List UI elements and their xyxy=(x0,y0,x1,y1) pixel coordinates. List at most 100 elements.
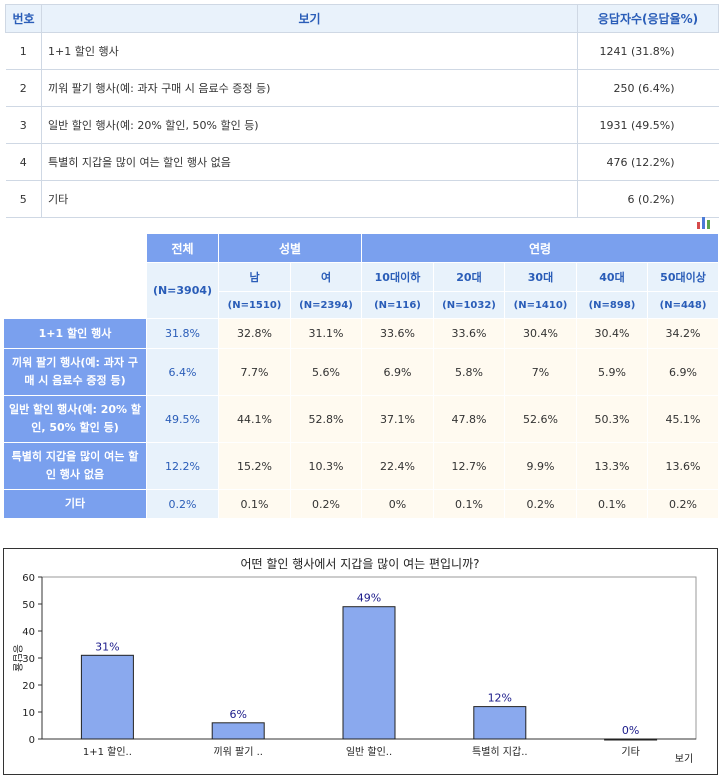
crosstab-value-cell: 22.4% xyxy=(361,442,434,490)
summary-row-number: 1 xyxy=(5,32,42,70)
crosstab-value-cell: 32.8% xyxy=(218,318,291,349)
bar xyxy=(211,722,265,740)
crosstab-row: 기타 0.2% 0.1% 0.2% 0% 0.1% 0.2% 0.1% 0.2% xyxy=(3,489,720,519)
crosstab-value-cell: 0.2% xyxy=(646,489,720,519)
crosstab-column-n: (N=2394) xyxy=(290,291,362,319)
summary-row-option: 1+1 할인 행사 xyxy=(41,32,578,70)
summary-row-number: 2 xyxy=(5,69,42,107)
x-axis-label: 보기 xyxy=(675,753,693,765)
summary-row-number: 5 xyxy=(5,180,42,218)
header-number: 번호 xyxy=(5,4,42,33)
crosstab-container: 전체 성별 연령 (N=3904) 남 여 10대이하 20대 30대 40대 50대이상 … xyxy=(3,233,720,519)
crosstab-value-cell: 37.1% xyxy=(361,395,434,443)
crosstab-table: 전체 성별 연령 (N=3904) 남 여 10대이하 20대 30대 40대 50대이상 … xyxy=(3,233,720,519)
y-tick-label: 20 xyxy=(22,681,35,692)
crosstab-value-cell: 44.1% xyxy=(218,395,291,443)
crosstab-row: 특별히 지갑을 많이 여는 할인 행사 없음 12.2% 15.2% 10.3% 22.… xyxy=(3,442,720,490)
header-option: 보기 xyxy=(41,4,578,33)
crosstab-value-cell: 5.9% xyxy=(576,348,648,396)
summary-row: 3 일반 할인 행사(예: 20% 할인, 50% 할인 등) 1931 (49.5… xyxy=(5,106,719,144)
y-tick-label: 0 xyxy=(29,735,35,746)
summary-header-row: 번호 보기 응답자수(응답율%) xyxy=(5,4,719,33)
crosstab-group-gender: 성별 xyxy=(218,233,362,263)
bar-chart-icon[interactable] xyxy=(697,217,711,229)
crosstab-value-cell: 34.2% xyxy=(646,318,720,349)
bar xyxy=(604,738,658,741)
summary-row-count: 1931 (49.5%) xyxy=(577,106,719,144)
bar xyxy=(473,706,527,740)
crosstab-value-cell: 5.6% xyxy=(290,348,362,396)
crosstab-value-cell: 10.3% xyxy=(290,442,362,490)
x-tick-label: 끼워 팔기 .. xyxy=(213,745,263,758)
crosstab-column-label: 10대이하 xyxy=(361,262,434,292)
y-tick-label: 50 xyxy=(22,600,35,611)
header-count: 응답자수(응답율%) xyxy=(577,4,719,33)
summary-row-option: 끼워 팔기 행사(예: 과자 구매 시 음료수 증정 등) xyxy=(41,69,578,107)
crosstab-column-n: (N=898) xyxy=(576,291,648,319)
bar-chart: 어떤 할인 행사에서 지갑을 많이 여는 편입니까? 0 10 20 30 40 50 60 응… xyxy=(11,556,697,765)
bar-data-label: 31% xyxy=(95,640,119,653)
y-tick-label: 40 xyxy=(22,627,35,638)
summary-row-count: 476 (12.2%) xyxy=(577,143,719,181)
crosstab-total-n: (N=3904) xyxy=(146,262,219,319)
bar-data-label: 49% xyxy=(357,592,381,605)
crosstab-total-cell: 12.2% xyxy=(146,442,219,490)
summary-row-count: 6 (0.2%) xyxy=(577,180,719,218)
crosstab-value-cell: 31.1% xyxy=(290,318,362,349)
crosstab-value-cell: 15.2% xyxy=(218,442,291,490)
crosstab-corner xyxy=(3,233,147,319)
summary-table: 번호 보기 응답자수(응답율%) 1 1+1 할인 행사 1241 (31.8%) 2… xyxy=(5,4,719,218)
crosstab-value-cell: 0.2% xyxy=(504,489,577,519)
crosstab-column-label: 30대 xyxy=(504,262,577,292)
crosstab-value-cell: 30.4% xyxy=(504,318,577,349)
bar xyxy=(342,606,396,740)
crosstab-value-cell: 7.7% xyxy=(218,348,291,396)
crosstab-column-label: 40대 xyxy=(576,262,648,292)
x-tick-label: 특별히 지갑.. xyxy=(472,746,528,758)
crosstab-value-cell: 52.6% xyxy=(504,395,577,443)
crosstab-row-label: 기타 xyxy=(3,489,147,519)
bar-data-label: 6% xyxy=(229,708,246,721)
y-tick-label: 10 xyxy=(22,708,35,719)
crosstab-value-cell: 30.4% xyxy=(576,318,648,349)
crosstab-column-n: (N=448) xyxy=(646,291,720,319)
crosstab-total-cell: 31.8% xyxy=(146,318,219,349)
crosstab-value-cell: 0.1% xyxy=(218,489,291,519)
x-tick-label: 1+1 할인.. xyxy=(83,746,132,758)
crosstab-row: 일반 할인 행사(예: 20% 할인, 50% 할인 등) 49.5% 44.1% 5… xyxy=(3,395,720,443)
crosstab-row: 끼워 팔기 행사(예: 과자 구매 시 음료수 증정 등) 6.4% 7.7% 5.6… xyxy=(3,348,720,396)
crosstab-column-label: 여 xyxy=(290,262,362,292)
crosstab-row-label: 끼워 팔기 행사(예: 과자 구매 시 음료수 증정 등) xyxy=(3,348,147,396)
crosstab-column-label: 50대이상 xyxy=(646,262,720,292)
crosstab-value-cell: 5.8% xyxy=(433,348,505,396)
crosstab-value-cell: 0.1% xyxy=(433,489,505,519)
chart-title: 어떤 할인 행사에서 지갑을 많이 여는 편입니까? xyxy=(240,556,479,571)
crosstab-value-cell: 7% xyxy=(504,348,577,396)
crosstab-value-cell: 13.6% xyxy=(646,442,720,490)
crosstab-value-cell: 50.3% xyxy=(576,395,648,443)
crosstab-row-label: 1+1 할인 행사 xyxy=(3,318,147,349)
crosstab-group-age: 연령 xyxy=(360,233,720,263)
crosstab-value-cell: 45.1% xyxy=(646,395,720,443)
crosstab-value-cell: 0% xyxy=(361,489,434,519)
summary-row-option: 일반 할인 행사(예: 20% 할인, 50% 할인 등) xyxy=(41,106,578,144)
summary-row: 2 끼워 팔기 행사(예: 과자 구매 시 음료수 증정 등) 250 (6.4%) xyxy=(5,69,719,107)
crosstab-total-cell: 0.2% xyxy=(146,489,219,519)
crosstab-value-cell: 9.9% xyxy=(504,442,577,490)
crosstab-value-cell: 47.8% xyxy=(433,395,505,443)
bar-data-label: 0% xyxy=(622,724,639,737)
crosstab-total-cell: 6.4% xyxy=(146,348,219,396)
crosstab-column-label: 20대 xyxy=(433,262,505,292)
summary-row-count: 250 (6.4%) xyxy=(577,69,719,107)
summary-row: 4 특별히 지갑을 많이 여는 할인 행사 없음 476 (12.2%) xyxy=(5,143,719,181)
crosstab-value-cell: 12.7% xyxy=(433,442,505,490)
y-tick-label: 60 xyxy=(22,573,35,584)
y-axis-label: 응답율 xyxy=(11,644,23,672)
summary-row: 1 1+1 할인 행사 1241 (31.8%) xyxy=(5,32,719,70)
bar-chart-panel: 어떤 할인 행사에서 지갑을 많이 여는 편입니까? 0 10 20 30 40 50 60 응… xyxy=(3,548,718,775)
crosstab-column-label: 남 xyxy=(218,262,291,292)
crosstab-value-cell: 0.2% xyxy=(290,489,362,519)
crosstab-row-label: 특별히 지갑을 많이 여는 할인 행사 없음 xyxy=(3,442,147,490)
summary-row-option: 기타 xyxy=(41,180,578,218)
x-tick-label: 기타 xyxy=(621,746,639,758)
